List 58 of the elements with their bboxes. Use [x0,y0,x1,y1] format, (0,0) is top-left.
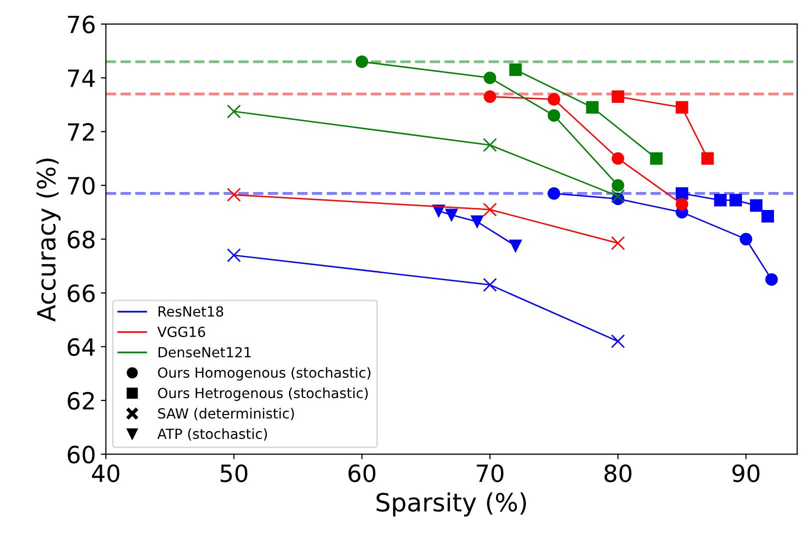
y-tick-label: 64 [68,338,95,356]
point [484,90,496,103]
point [729,194,742,206]
point [676,187,688,200]
point [612,152,624,165]
x-tick-label: 80 [604,464,632,482]
legend-label: ResNet18 [158,306,224,317]
point [611,236,625,250]
x-tick-label: 70 [476,464,504,482]
y-tick-label: 68 [68,230,95,248]
point [356,55,368,68]
point [548,109,560,122]
legend-label: ATP (stochastic) [157,428,267,441]
point [445,208,458,222]
point [548,93,560,106]
point [482,138,497,152]
point [482,202,497,217]
point [612,90,624,103]
point [548,187,560,200]
point [484,72,496,84]
point [701,152,714,165]
legend-label: SAW (deterministic) [158,408,294,420]
x-tick-label: 50 [220,464,248,482]
point [714,194,727,206]
y-tick-label: 60 [68,446,95,464]
point [676,101,688,114]
point [509,64,522,76]
x-axis-title: Sparsity (%) [376,492,526,517]
point [226,188,241,202]
point [761,210,774,223]
point [611,334,625,348]
y-tick-label: 72 [68,123,94,141]
point [226,104,241,118]
point [765,273,778,286]
y-tick-label: 66 [68,284,95,302]
legend-label: Ours Hetrogenous (stochastic) [158,388,368,401]
point [740,232,752,246]
legend-label: Ours Homogenous (stochastic) [158,367,370,381]
legend-label: DenseNet121 [158,346,251,358]
point [470,215,484,228]
x-tick-label: 40 [92,464,120,482]
y-tick-label: 62 [68,392,94,410]
y-tick-label: 70 [68,176,95,195]
point [226,248,241,262]
point [482,278,497,292]
y-tick-label: 74 [68,70,95,87]
point [611,189,625,204]
point [509,240,522,252]
point [676,198,688,210]
y-axis-title: Accuracy (%) [36,158,61,322]
point [650,152,663,165]
y-tick-label: 76 [68,16,95,34]
x-tick-label: 60 [348,464,376,482]
legend-label: VGG16 [157,326,206,338]
x-tick-label: 90 [732,464,760,482]
point [612,179,624,192]
point [750,199,762,212]
point [586,101,599,114]
